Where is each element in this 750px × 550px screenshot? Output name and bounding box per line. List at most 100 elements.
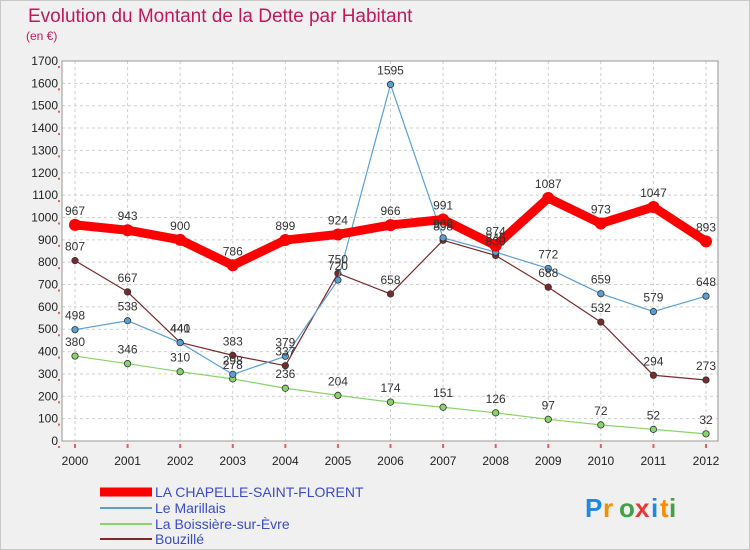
data-point (702, 430, 710, 438)
data-point (386, 290, 395, 298)
data-label: 1595 (377, 63, 404, 77)
data-point (334, 276, 342, 284)
data-label: 298 (223, 353, 243, 367)
data-point (279, 234, 292, 247)
y-tick-label: 700 (38, 278, 58, 292)
y-tick-label: 1000 (31, 210, 58, 224)
x-tick-label: 2005 (325, 454, 352, 468)
data-point (69, 218, 81, 231)
y-tick-label: 100 (38, 412, 58, 426)
data-point (647, 200, 660, 213)
data-label: 973 (591, 203, 611, 217)
data-label: 966 (380, 204, 400, 218)
data-point (176, 368, 184, 376)
data-label: 151 (433, 386, 453, 400)
data-label: 898 (433, 219, 453, 233)
data-label: 893 (696, 220, 716, 234)
data-label: 720 (328, 259, 348, 273)
data-label: 440 (170, 322, 190, 336)
y-tick-label: 600 (38, 300, 58, 314)
plot-area (62, 61, 718, 441)
x-tick-label: 2012 (693, 454, 720, 468)
y-tick-label: 400 (38, 345, 58, 359)
data-point (597, 290, 605, 298)
data-point (544, 283, 552, 291)
data-label: 967 (65, 204, 85, 218)
y-tick-label: 900 (38, 233, 58, 247)
y-tick-label: 1200 (31, 166, 58, 180)
data-label: 688 (538, 266, 558, 280)
y-tick-label: 0 (51, 434, 58, 448)
y-tick-label: 1100 (32, 188, 58, 202)
data-point (649, 307, 658, 316)
data-point (544, 415, 552, 423)
y-tick-label: 1500 (31, 99, 58, 113)
data-label: 658 (380, 273, 400, 287)
data-point (597, 421, 605, 429)
data-point (71, 352, 79, 360)
data-label: 174 (380, 381, 400, 395)
data-point (334, 391, 342, 399)
logo-letter: o (619, 493, 636, 523)
data-label: 899 (275, 219, 295, 233)
data-point (71, 257, 79, 265)
x-tick-label: 2002 (167, 454, 194, 468)
data-point (229, 351, 237, 359)
data-label: 441 (170, 321, 190, 335)
data-point (542, 192, 555, 205)
data-point (594, 217, 607, 230)
data-label: 236 (275, 367, 295, 381)
data-label: 772 (538, 247, 558, 261)
data-label: 72 (594, 404, 608, 418)
data-point (386, 398, 395, 406)
data-label: 900 (170, 219, 190, 233)
data-point (174, 233, 187, 246)
data-label: 991 (433, 198, 453, 212)
data-point (700, 235, 712, 248)
data-label: 648 (696, 275, 716, 289)
data-label: 830 (486, 234, 506, 248)
y-axis: 0 100 200 300 400 500 600 700 800 900 1000 1100 1200… (31, 54, 60, 448)
data-label: 1047 (640, 186, 667, 200)
logo-letter: i (651, 493, 659, 523)
y-tick-label: 300 (38, 367, 58, 381)
plot-border (61, 60, 719, 442)
x-tick-label: 2007 (430, 454, 457, 468)
data-point (331, 228, 344, 241)
data-point (544, 264, 552, 273)
data-point (437, 213, 450, 226)
logo-letter: i (669, 493, 677, 523)
data-point (281, 384, 289, 392)
data-label: 786 (223, 244, 243, 258)
data-point (123, 317, 132, 325)
data-point (702, 376, 710, 384)
data-label: 52 (647, 408, 661, 422)
data-label: 532 (591, 301, 611, 315)
data-label: 924 (328, 213, 348, 227)
data-point (649, 425, 658, 433)
x-tick-label: 2000 (62, 454, 89, 468)
data-label: 294 (643, 354, 663, 368)
data-label: 909 (433, 217, 453, 231)
data-point (226, 259, 239, 272)
y-tick-label: 1400 (31, 121, 58, 135)
data-point (649, 371, 658, 379)
data-point (123, 360, 132, 368)
x-tick-label: 2011 (641, 454, 667, 468)
series-layer (69, 80, 712, 438)
data-label: 1087 (535, 177, 562, 191)
x-tick-label: 2009 (535, 454, 562, 468)
x-tick-label: 2006 (377, 454, 404, 468)
data-label: 579 (643, 291, 663, 305)
data-label: 845 (486, 231, 506, 245)
x-tick-label: 2001 (114, 454, 141, 468)
y-tick-label: 1600 (31, 76, 58, 90)
x-axis: 2000 2001 2002 2003 2004 2005 2006 2007 2008 2009… (62, 444, 720, 468)
x-tick-label: 2004 (272, 454, 299, 468)
data-point (176, 339, 184, 347)
data-label: 273 (696, 359, 716, 373)
logo-letter: P (585, 493, 603, 523)
